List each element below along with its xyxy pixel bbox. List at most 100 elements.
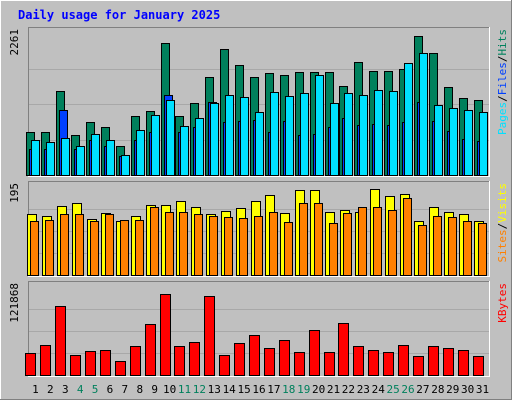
bar-pages: [434, 105, 443, 176]
x-tick-label: 19: [297, 383, 310, 396]
bar-sites: [403, 198, 412, 276]
bar-sites: [343, 213, 352, 276]
bar-sites: [254, 216, 263, 276]
bar-kbytes: [413, 356, 424, 376]
x-tick-label: 3: [62, 383, 69, 396]
bar-pages: [479, 112, 488, 176]
bar-pages: [315, 75, 324, 176]
bar-pages: [240, 97, 249, 176]
bar-kbytes: [219, 355, 230, 376]
x-tick-label: 10: [163, 383, 176, 396]
axis-max-label: 2261: [8, 29, 21, 56]
bar-kbytes: [130, 346, 141, 376]
bar-sites: [105, 214, 114, 276]
bar-kbytes: [324, 352, 335, 376]
bar-kbytes: [189, 342, 200, 376]
bar-pages: [91, 134, 100, 176]
bar-pages: [359, 95, 368, 176]
chart-title: Daily usage for January 2025: [18, 8, 220, 22]
bar-sites: [433, 216, 442, 276]
x-tick-label: 7: [122, 383, 129, 396]
bar-kbytes: [368, 350, 379, 376]
bar-pages: [31, 140, 40, 176]
bar-sites: [75, 214, 84, 276]
x-tick-label: 5: [92, 383, 99, 396]
bar-pages: [210, 103, 219, 176]
x-tick-label: 9: [151, 383, 158, 396]
bar-pages: [136, 130, 145, 176]
bar-kbytes: [428, 346, 439, 376]
bar-kbytes: [264, 348, 275, 376]
bar-kbytes: [115, 361, 126, 376]
x-tick-label: 11: [178, 383, 191, 396]
bar-sites: [299, 203, 308, 276]
bar-pages: [121, 155, 130, 176]
x-tick-label: 6: [107, 383, 114, 396]
x-tick-label: 15: [237, 383, 250, 396]
bar-sites: [150, 207, 159, 276]
x-tick-label: 18: [282, 383, 295, 396]
bar-pages: [344, 93, 353, 176]
legend-entry: Sites: [496, 229, 509, 262]
bar-kbytes: [70, 355, 81, 376]
bar-sites: [329, 223, 338, 276]
bar-pages: [464, 110, 473, 176]
legend-entry: Hits: [496, 29, 509, 56]
bar-kbytes: [25, 353, 36, 376]
x-tick-label: 13: [208, 383, 221, 396]
bar-sites: [120, 220, 129, 276]
bar-kbytes: [234, 343, 245, 376]
bar-kbytes: [100, 350, 111, 376]
legend-separator: /: [496, 56, 509, 63]
bar-kbytes: [294, 352, 305, 376]
x-tick-label: 31: [476, 383, 489, 396]
bar-pages: [419, 53, 428, 176]
bar-pages: [180, 126, 189, 176]
bar-sites: [358, 207, 367, 276]
bar-pages: [449, 108, 458, 176]
bar-sites: [45, 220, 54, 276]
legend-entry: Files: [496, 62, 509, 95]
bar-pages: [255, 112, 264, 176]
x-tick-label: 12: [193, 383, 206, 396]
bar-pages: [61, 138, 70, 176]
x-tick-label: 26: [401, 383, 414, 396]
x-axis-tick-labels: 1 2 3 4 5 6 7 8 9 10 11 12 13 14 15 16 17 18 19 20 21 22 23 24 2…: [32, 383, 489, 396]
bar-kbytes: [174, 346, 185, 376]
bar-pages: [195, 118, 204, 176]
panel-kbytes: 121868 KBytes: [8, 281, 509, 377]
bar-sites: [373, 207, 382, 276]
bar-pages: [270, 92, 279, 176]
x-tick-label: 21: [327, 383, 340, 396]
chart-panels: 2261Pages/Files/Hits195Sites/Visits12186…: [8, 27, 509, 377]
bar-kbytes: [249, 335, 260, 376]
bar-pages: [46, 142, 55, 176]
legend-entry: Pages: [496, 102, 509, 135]
legend-entry: KBytes: [496, 283, 509, 323]
x-tick-label: 20: [312, 383, 325, 396]
x-tick-label: 16: [252, 383, 265, 396]
bar-sites: [209, 216, 218, 276]
x-tick-label: 1: [32, 383, 39, 396]
bar-kbytes: [309, 330, 320, 376]
bar-sites: [284, 222, 293, 276]
legend: KBytes: [496, 283, 509, 323]
bar-pages: [300, 93, 309, 176]
x-tick-label: 4: [77, 383, 84, 396]
bar-kbytes: [458, 350, 469, 376]
x-tick-label: 30: [461, 383, 474, 396]
bar-kbytes: [85, 351, 96, 376]
bar-kbytes: [160, 294, 171, 376]
bar-sites: [135, 220, 144, 276]
bar-kbytes: [279, 340, 290, 376]
bar-sites: [388, 210, 397, 276]
bar-kbytes: [40, 345, 51, 376]
bar-pages: [330, 103, 339, 176]
bar-kbytes: [383, 352, 394, 376]
bar-sites: [448, 217, 457, 276]
bar-sites: [30, 221, 39, 276]
bar-sites: [463, 221, 472, 276]
bar-kbytes: [55, 306, 66, 376]
